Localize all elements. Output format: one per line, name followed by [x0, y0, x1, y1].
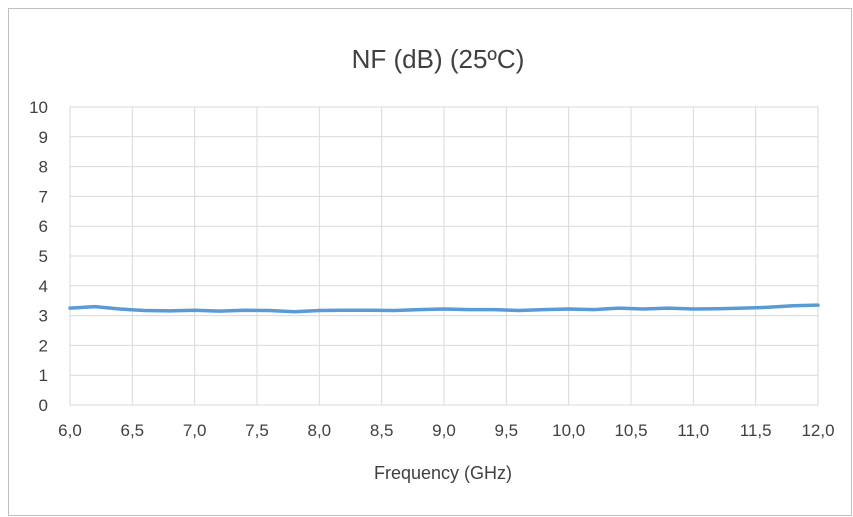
y-tick-label: 1 [39, 366, 48, 385]
y-tick-label: 4 [39, 277, 48, 296]
series-layer [68, 303, 820, 314]
x-axis-title: Frequency (GHz) [374, 463, 512, 483]
chart-title: NF (dB) (25ºC) [352, 44, 525, 74]
y-tick-label: 5 [39, 247, 48, 266]
x-tick-label: 9,5 [495, 421, 519, 440]
x-tick-labels: 6,0 6,5 7,0 7,5 8,0 8,5 9,0 9,5 10,0 10,5 11,0 11,5… [58, 421, 834, 440]
y-tick-label: 7 [39, 187, 48, 206]
x-tick-label: 9,0 [432, 421, 456, 440]
x-tick-label: 6,5 [121, 421, 145, 440]
y-tick-label: 8 [39, 158, 48, 177]
x-tick-label: 8,0 [308, 421, 332, 440]
x-tick-label: 7,5 [245, 421, 269, 440]
x-tick-label: 8,5 [370, 421, 394, 440]
y-tick-label: 6 [39, 217, 48, 236]
y-tick-label: 0 [39, 396, 48, 415]
y-tick-label: 10 [29, 98, 48, 117]
gridlines [69, 106, 819, 406]
x-tick-label: 10,5 [614, 421, 647, 440]
x-tick-label: 6,0 [58, 421, 82, 440]
chart-frame [8, 8, 852, 516]
x-tick-label: 11,5 [740, 421, 772, 440]
y-tick-label: 3 [39, 307, 48, 326]
y-tick-label: 9 [39, 128, 48, 147]
y-tick-labels: 0 1 2 3 4 5 6 7 8 9 10 [29, 98, 48, 415]
x-tick-label: 12,0 [801, 421, 834, 440]
x-tick-label: 10,0 [552, 421, 585, 440]
x-tick-label: 11,0 [677, 421, 709, 440]
y-tick-label: 2 [39, 336, 48, 355]
x-tick-label: 7,0 [183, 421, 207, 440]
